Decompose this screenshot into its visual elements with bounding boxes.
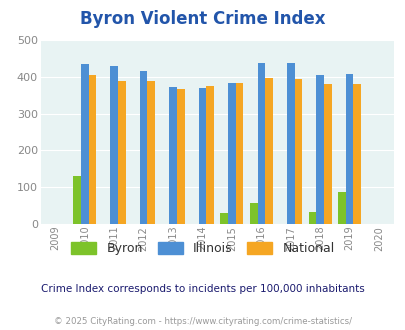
Bar bbox=[147, 82, 155, 224]
Text: Byron Violent Crime Index: Byron Violent Crime Index bbox=[80, 10, 325, 28]
Bar bbox=[315, 75, 323, 224]
Bar bbox=[286, 63, 294, 224]
Legend: Byron, Illinois, National: Byron, Illinois, National bbox=[66, 237, 339, 260]
Bar bbox=[294, 79, 302, 224]
Bar bbox=[169, 87, 177, 224]
Text: © 2025 CityRating.com - https://www.cityrating.com/crime-statistics/: © 2025 CityRating.com - https://www.city… bbox=[54, 317, 351, 326]
Bar bbox=[228, 83, 235, 224]
Bar bbox=[257, 63, 264, 224]
Bar bbox=[206, 86, 213, 224]
Bar bbox=[220, 213, 228, 224]
Bar bbox=[118, 82, 126, 224]
Bar bbox=[308, 212, 315, 224]
Bar bbox=[353, 84, 360, 224]
Bar bbox=[337, 192, 345, 224]
Bar bbox=[110, 66, 118, 224]
Bar bbox=[249, 203, 257, 224]
Text: Crime Index corresponds to incidents per 100,000 inhabitants: Crime Index corresponds to incidents per… bbox=[41, 284, 364, 294]
Bar bbox=[177, 89, 184, 224]
Bar bbox=[345, 74, 353, 224]
Bar bbox=[73, 176, 81, 224]
Bar bbox=[264, 78, 272, 224]
Bar bbox=[81, 64, 88, 224]
Bar bbox=[198, 88, 206, 224]
Bar bbox=[88, 75, 96, 224]
Bar bbox=[235, 83, 243, 224]
Bar bbox=[139, 71, 147, 224]
Bar bbox=[323, 84, 331, 224]
